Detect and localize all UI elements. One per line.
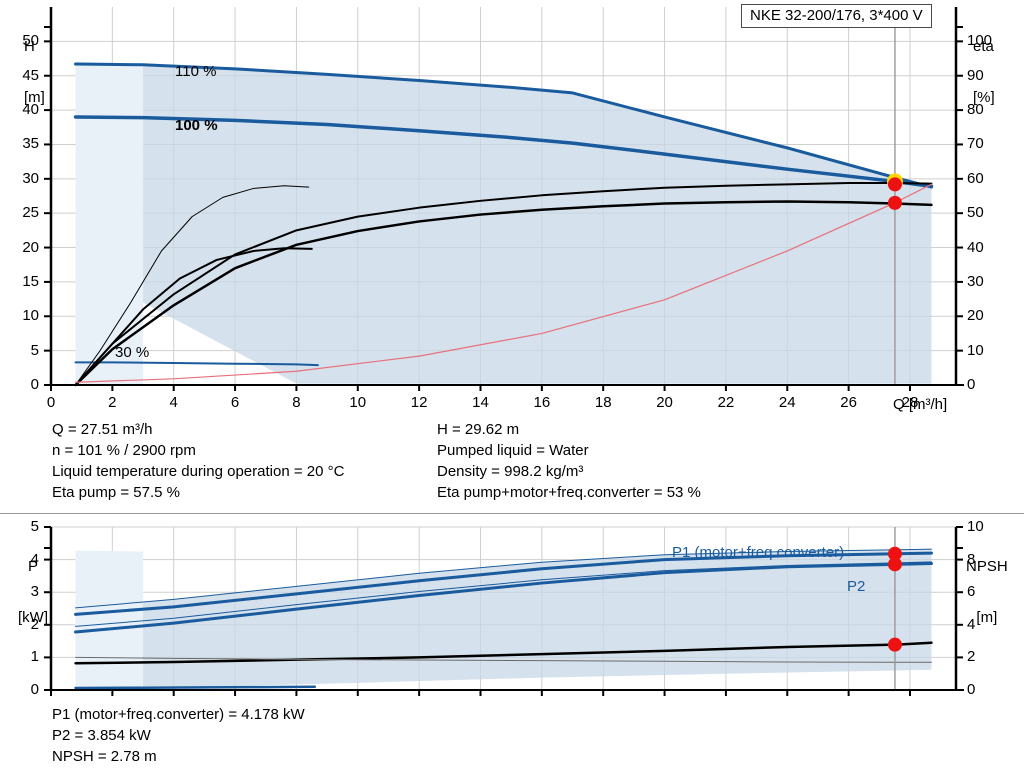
chart2-y2-axis-label-npsh: NPSH	[966, 558, 1008, 575]
y2-tick-30: 30	[967, 272, 984, 290]
chart1-y-axis-label-h: H	[24, 38, 35, 55]
y2-tick-6: 6	[967, 583, 976, 601]
chart1-y-axis-title: H [m]	[24, 4, 45, 140]
y2-tick-10: 10	[967, 341, 984, 359]
y-tick-15: 15	[22, 272, 39, 290]
x-tick-2: 2	[108, 394, 117, 411]
x-tick-12: 12	[410, 394, 428, 411]
info-npsh: NPSH = 2.78 m	[52, 748, 157, 765]
pump-model-title: NKE 32-200/176, 3*400 V	[741, 4, 932, 28]
x-tick-24: 24	[778, 394, 796, 411]
y-tick-0: 0	[30, 681, 39, 698]
series-p-low-speed-curve	[74, 685, 317, 690]
curve-label-100pct: 100 %	[175, 117, 218, 134]
chart1-x-axis-title: Q [m³/h]	[893, 396, 948, 413]
y2-tick-80: 80	[967, 101, 984, 119]
chart1-y2-axis-label-eta: eta	[973, 38, 994, 55]
curve-label-110pct: 110 %	[175, 63, 217, 80]
chart1-y2-axis-title: eta [%]	[973, 4, 995, 140]
series-npsh-red-	[74, 183, 933, 383]
series-p2	[74, 562, 933, 634]
x-tick-4: 4	[169, 394, 178, 411]
y2-tick-10: 10	[967, 518, 984, 535]
series-head-30-	[74, 361, 319, 367]
x-tick-28: 28	[901, 394, 919, 411]
y-tick-50: 50	[22, 32, 39, 50]
y-tick-40: 40	[22, 101, 39, 119]
series-efficiency-pump-upper	[74, 181, 933, 386]
x-tick-22: 22	[717, 394, 735, 411]
y2-tick-100: 100	[967, 32, 993, 50]
chart2-y2-axis-title: NPSH [m]	[966, 524, 1008, 660]
y2-tick-90: 90	[967, 66, 984, 84]
series-npsh-curve	[74, 641, 933, 665]
info-density: Density = 998.2 kg/m³	[437, 463, 584, 480]
y-tick-30: 30	[22, 169, 39, 187]
x-tick-0: 0	[46, 394, 56, 411]
y2-tick-50: 50	[967, 204, 984, 222]
operating-data-right: H = 29.62 m Pumped liquid = Water Densit…	[437, 419, 701, 503]
chart2-y-axis-title: P [kW]	[18, 524, 48, 660]
info-n: n = 101 % / 2900 rpm	[52, 442, 196, 459]
y2-tick-2: 2	[967, 648, 976, 666]
chart1-y-axis-label-unit: [m]	[24, 89, 45, 106]
info-q: Q = 27.51 m³/h	[52, 421, 153, 438]
info-liquid-temperature: Liquid temperature during operation = 20…	[52, 463, 345, 480]
y-tick-0: 0	[30, 376, 39, 393]
y2-tick-40: 40	[967, 238, 984, 256]
power-data: P1 (motor+freq.converter) = 4.178 kW P2 …	[52, 704, 305, 767]
y2-tick-8: 8	[967, 550, 976, 568]
x-tick-8: 8	[292, 394, 301, 411]
series-p-lower-thin	[75, 561, 932, 627]
section-divider	[0, 513, 1024, 514]
y-tick-10: 10	[22, 307, 39, 325]
info-p2: P2 = 3.854 kW	[52, 727, 151, 744]
y-tick-25: 25	[22, 204, 39, 222]
chart2-y-axis-label-p: P	[27, 558, 38, 575]
y2-tick-60: 60	[967, 169, 984, 187]
curve-label-p2: P2	[847, 578, 866, 595]
series-efficiency-pump-motor-fc-	[74, 200, 933, 387]
y-tick-5: 5	[30, 518, 39, 535]
y-tick-2: 2	[30, 615, 39, 633]
x-tick-20: 20	[656, 394, 673, 411]
info-eta-total: Eta pump+motor+freq.converter = 53 %	[437, 484, 701, 501]
y-tick-1: 1	[30, 648, 39, 666]
x-tick-6: 6	[230, 394, 240, 411]
x-tick-26: 26	[840, 394, 857, 411]
x-tick-14: 14	[472, 394, 489, 411]
y2-tick-0: 0	[967, 376, 976, 393]
y-tick-35: 35	[22, 135, 39, 153]
y2-tick-70: 70	[967, 135, 984, 153]
series-efficiency-small-speed	[75, 185, 310, 386]
x-tick-18: 18	[594, 394, 612, 411]
series-npsh-thin	[75, 656, 932, 663]
y-tick-20: 20	[22, 238, 39, 256]
y2-tick-0: 0	[967, 681, 976, 698]
chart2-y2-axis-label-unit: [m]	[976, 609, 998, 626]
info-pumped-liquid: Pumped liquid = Water	[437, 442, 589, 459]
y-tick-5: 5	[30, 341, 39, 359]
y2-tick-20: 20	[967, 307, 984, 325]
info-p1: P1 (motor+freq.converter) = 4.178 kW	[52, 706, 305, 723]
y-tick-4: 4	[30, 550, 39, 568]
info-h: H = 29.62 m	[437, 421, 520, 438]
y-tick-3: 3	[30, 583, 39, 601]
x-tick-10: 10	[349, 394, 367, 411]
chart1-y2-axis-label-unit: [%]	[973, 89, 995, 106]
chart2-y-axis-label-unit: [kW]	[18, 609, 48, 626]
info-eta-pump: Eta pump = 57.5 %	[52, 484, 180, 501]
y2-tick-4: 4	[967, 615, 976, 633]
operating-data-left: Q = 27.51 m³/h n = 101 % / 2900 rpm Liqu…	[52, 419, 344, 503]
y-tick-45: 45	[22, 66, 39, 84]
series-p1-motor-freq-converter-	[74, 551, 933, 616]
series-efficiency-mid-speed	[74, 247, 313, 386]
x-tick-16: 16	[533, 394, 551, 411]
curve-label-p1: P1 (motor+freq.converter)	[672, 544, 845, 561]
curve-label-30pct: 30 %	[115, 344, 150, 361]
